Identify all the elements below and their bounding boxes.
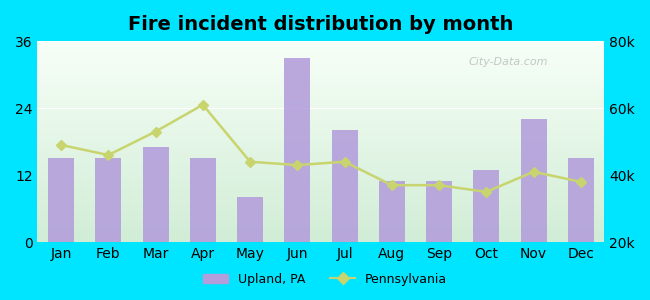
Bar (426, 181, 452, 242)
Bar (190, 158, 216, 242)
Bar (48, 158, 74, 242)
Bar (142, 147, 168, 242)
Bar (332, 130, 358, 242)
Bar (284, 58, 310, 242)
Bar (521, 119, 547, 242)
Legend: Upland, PA, Pennsylvania: Upland, PA, Pennsylvania (198, 268, 452, 291)
Bar (96, 158, 122, 242)
Bar (473, 169, 499, 242)
Bar (379, 181, 405, 242)
Bar (237, 197, 263, 242)
Bar (568, 158, 593, 242)
Text: City-Data.com: City-Data.com (469, 57, 548, 67)
Title: Fire incident distribution by month: Fire incident distribution by month (128, 15, 514, 34)
